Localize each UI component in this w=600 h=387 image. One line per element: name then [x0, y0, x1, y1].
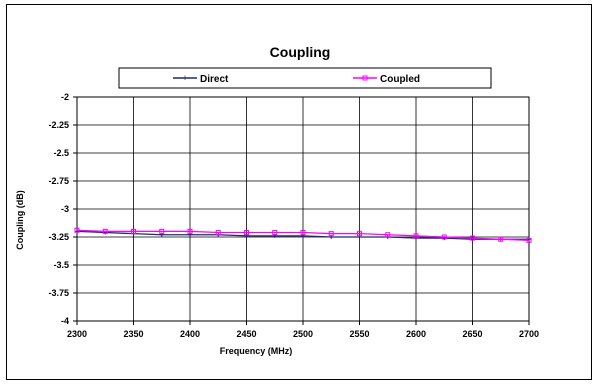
- data-point-coupled: [102, 228, 108, 234]
- x-tick-label: 2400: [180, 329, 200, 339]
- y-tick-label: -2: [61, 92, 69, 102]
- data-point-coupled: [385, 232, 391, 238]
- y-tick-label: -3.75: [48, 288, 69, 298]
- data-point-coupled: [215, 230, 221, 236]
- legend-label-direct: Direct: [200, 74, 229, 85]
- data-point-coupled: [413, 233, 419, 239]
- x-axis-title: Frequency (MHz): [220, 346, 293, 356]
- x-tick-label: 2650: [462, 329, 482, 339]
- data-point-coupled: [131, 228, 136, 234]
- chart-svg: Coupling + Direct Coupled 2300 2350 2400 24…: [15, 44, 539, 356]
- chart-frame: Coupling + Direct Coupled 2300 2350 2400 24…: [6, 4, 592, 380]
- x-tick-label: 2300: [67, 329, 87, 339]
- data-point-coupled: [441, 234, 447, 240]
- legend-marker-direct: +: [182, 73, 187, 83]
- y-tick-label: -2.5: [53, 148, 69, 158]
- data-point-coupled: [300, 230, 306, 236]
- legend-marker-coupled: [362, 75, 368, 81]
- data-point-coupled: [498, 236, 504, 242]
- legend-label-coupled: Coupled: [380, 74, 420, 85]
- data-point-coupled: [159, 228, 165, 234]
- x-tick-label: 2500: [293, 329, 313, 339]
- data-point-coupled: [272, 230, 278, 236]
- data-point-coupled: [328, 231, 334, 237]
- y-tick-label: -3.25: [48, 232, 69, 242]
- y-tick-label: -3.5: [53, 260, 69, 270]
- data-point-coupled: [74, 227, 80, 233]
- y-axis-title: Coupling (dB): [15, 190, 25, 249]
- data-point-coupled: [187, 228, 193, 234]
- x-tick-label: 2700: [519, 329, 539, 339]
- plot-area: 2300 2350 2400 2450 2500 2550 2600 2650 2700 -2 -2…: [48, 92, 539, 339]
- data-point-coupled: [470, 235, 475, 241]
- x-tick-label: 2550: [349, 329, 369, 339]
- legend: + Direct Coupled: [118, 67, 492, 89]
- legend-box: [118, 67, 492, 89]
- y-tick-label: -4: [61, 316, 69, 326]
- y-tick-label: -3: [61, 204, 69, 214]
- data-point-coupled: [244, 230, 249, 236]
- y-tick-label: -2.25: [48, 120, 69, 130]
- data-point-coupled: [526, 237, 532, 243]
- series-line-coupled: [76, 229, 530, 242]
- x-tick-label: 2600: [406, 329, 426, 339]
- chart-title: Coupling: [270, 44, 331, 60]
- y-tick-label: -2.75: [48, 176, 69, 186]
- data-point-coupled: [357, 231, 362, 237]
- x-tick-label: 2350: [123, 329, 143, 339]
- x-tick-label: 2450: [236, 329, 256, 339]
